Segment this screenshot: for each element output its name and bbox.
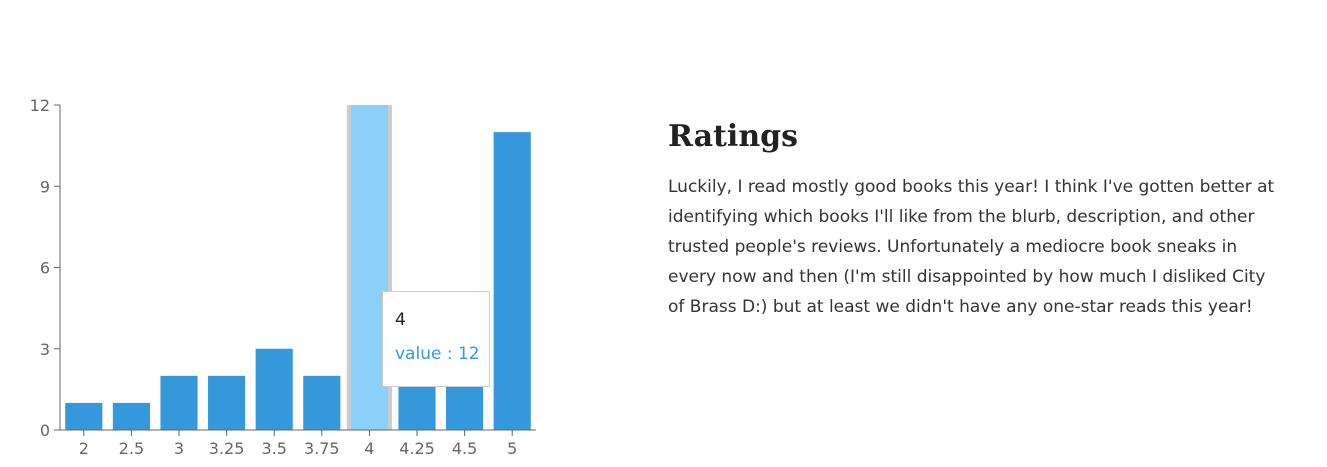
x-tick-label-4.5: 4.5 — [452, 439, 477, 458]
section-body: Luckily, I read mostly good books this y… — [668, 177, 1275, 317]
bar-3.75[interactable] — [303, 375, 341, 430]
section-title: Ratings — [668, 119, 798, 154]
bar-5[interactable] — [493, 132, 531, 431]
ratings-bar-chart: 0 3 6 9 12 2 2.5 3 3.25 3.5 3.75 4 4.25 4.5 5 — [30, 96, 536, 458]
bar-3.5[interactable] — [255, 348, 293, 430]
x-tick-label-3.5: 3.5 — [261, 439, 286, 458]
bar-2.5[interactable] — [112, 402, 150, 430]
x-tick-label-2.5: 2.5 — [119, 439, 144, 458]
x-tick-label-5: 5 — [507, 439, 517, 458]
y-tick-label-12: 12 — [30, 96, 50, 115]
x-tick-label-4: 4 — [364, 439, 374, 458]
x-tick-label-3: 3 — [174, 439, 184, 458]
bar-4[interactable] — [350, 105, 388, 430]
x-tick-label-4.25: 4.25 — [399, 439, 435, 458]
chart-tooltip: 4 value : 12 — [382, 291, 490, 387]
tooltip-label: 4 — [395, 310, 406, 330]
y-tick-label-9: 9 — [40, 177, 50, 196]
x-tick-label-3.25: 3.25 — [209, 439, 245, 458]
ratings-chart: 0 3 6 9 12 2 2.5 3 3.25 3.5 3.75 4 4.25 4.5 5 4 value … — [0, 0, 560, 467]
y-tick-label-3: 3 — [40, 340, 50, 359]
y-tick-label-0: 0 — [40, 421, 50, 440]
tooltip-value: value : 12 — [395, 344, 480, 364]
y-tick-label-6: 6 — [40, 259, 50, 278]
x-tick-label-3.75: 3.75 — [304, 439, 340, 458]
x-tick-label-2: 2 — [79, 439, 89, 458]
bar-3[interactable] — [160, 375, 198, 430]
bar-3.25[interactable] — [208, 375, 246, 430]
bar-2[interactable] — [65, 402, 103, 430]
ratings-section: Ratings Luckily, I read mostly good book… — [668, 118, 1283, 322]
